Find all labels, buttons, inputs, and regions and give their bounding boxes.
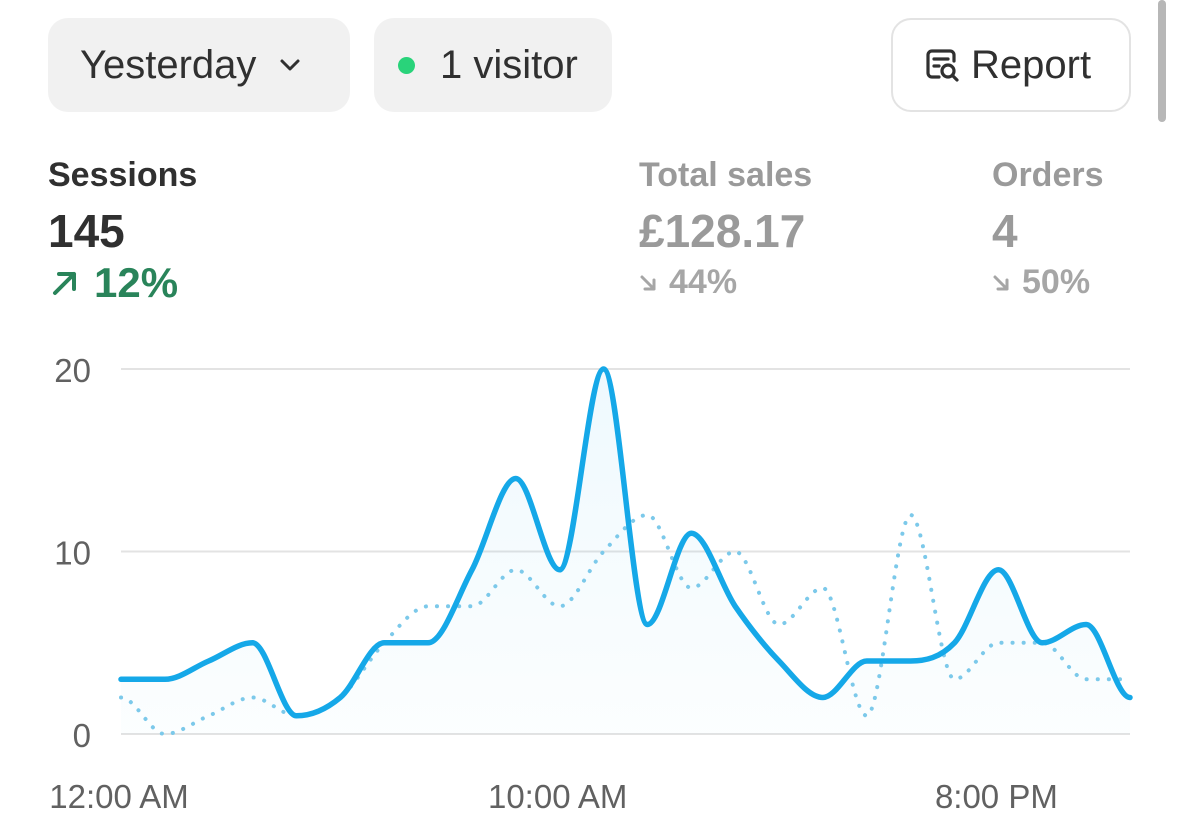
series-line-comparison (119, 512, 1132, 737)
metric-change: 12% (48, 259, 197, 307)
metric-label: Sessions (48, 156, 198, 194)
series-area (121, 369, 1130, 734)
x-tick-label: 12:00 AM (49, 778, 188, 815)
chevron-down-icon (280, 59, 300, 71)
series-line-current (118, 366, 1133, 719)
metric-value: 4 (992, 205, 1018, 257)
x-tick-label: 10:00 AM (488, 778, 627, 815)
chart-series (118, 366, 1133, 737)
y-tick-label: 20 (54, 352, 91, 389)
metric-orders[interactable]: Orders 4 50% (992, 155, 1104, 302)
metric-change-value: 12% (94, 259, 179, 306)
report-label: Report (971, 42, 1092, 87)
live-visitors-button[interactable]: 1 visitor (374, 18, 612, 112)
metric-change: 50% (992, 263, 1104, 302)
date-range-selector[interactable]: Yesterday (48, 18, 350, 112)
arrow-down-right-icon (993, 275, 1009, 290)
x-tick-label: 8:00 PM (935, 778, 1058, 815)
metric-label: Total sales (639, 156, 813, 194)
metric-label: Orders (992, 156, 1104, 194)
chart-area (121, 369, 1130, 734)
y-tick-label: 10 (54, 535, 91, 572)
chart-x-axis: 12:00 AM 10:00 AM 8:00 PM (49, 778, 1058, 815)
date-range-label: Yesterday (80, 42, 257, 87)
live-dot-icon (398, 56, 415, 74)
metric-change: 44% (639, 263, 812, 302)
arrow-down-right-icon (640, 275, 656, 290)
live-visitors-label: 1 visitor (440, 42, 578, 87)
report-search-icon (926, 49, 959, 82)
metric-value: 145 (48, 205, 125, 257)
metric-total-sales[interactable]: Total sales £128.17 44% (639, 155, 812, 302)
metric-change-value: 44% (669, 263, 738, 301)
report-button[interactable]: Report (891, 18, 1131, 112)
y-tick-label: 0 (73, 717, 91, 754)
metric-value: £128.17 (639, 205, 806, 257)
metric-change-value: 50% (1022, 263, 1091, 301)
scrollbar-thumb[interactable] (1158, 0, 1166, 122)
sessions-line-chart: 0 10 20 12:00 AM 10:00 AM 8:00 PM (49, 352, 1133, 815)
metric-sessions[interactable]: Sessions 145 12% (48, 155, 197, 307)
arrow-up-right-icon (53, 272, 76, 295)
